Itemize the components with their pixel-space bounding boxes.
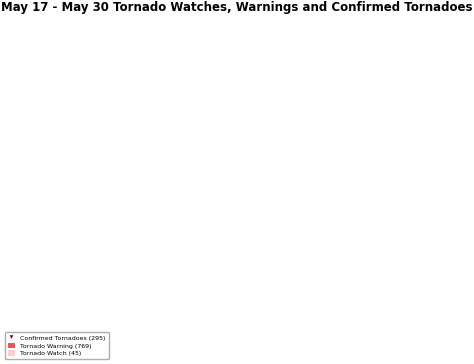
Text: May 17 - May 30 Tornado Watches, Warnings and Confirmed Tornadoes: May 17 - May 30 Tornado Watches, Warning… — [1, 1, 473, 15]
Legend: Confirmed Tornadoes (295), Tornado Warning (769), Tornado Watch (45): Confirmed Tornadoes (295), Tornado Warni… — [5, 332, 109, 360]
